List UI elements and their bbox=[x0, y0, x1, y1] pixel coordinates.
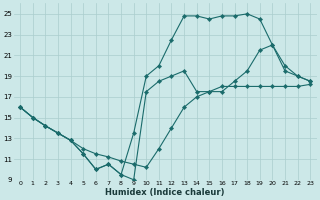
X-axis label: Humidex (Indice chaleur): Humidex (Indice chaleur) bbox=[106, 188, 225, 197]
